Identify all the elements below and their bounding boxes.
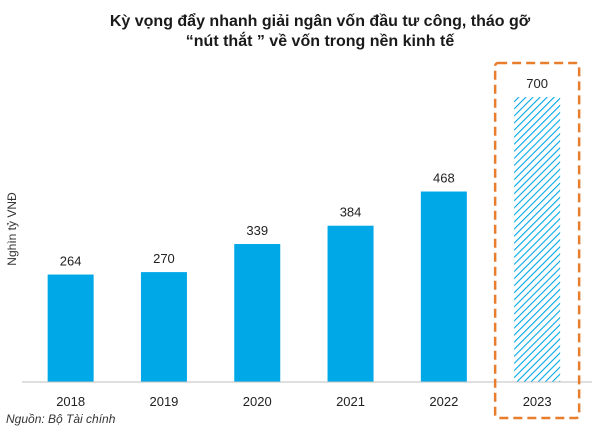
bar-2021 bbox=[327, 225, 374, 382]
x-tick-label-2018: 2018 bbox=[56, 394, 85, 409]
source-note: Nguồn: Bộ Tài chính bbox=[6, 412, 116, 426]
data-label-2021: 384 bbox=[340, 205, 362, 220]
x-tick-label-2022: 2022 bbox=[429, 394, 458, 409]
bar-2018 bbox=[47, 274, 94, 382]
chart-title: Kỳ vọng đẩy nhanh giải ngân vốn đầu tư c… bbox=[60, 12, 580, 52]
x-tick-label-2019: 2019 bbox=[149, 394, 178, 409]
chart-title-line-2: “nút thắt ” về vốn trong nền kinh tế bbox=[185, 33, 455, 50]
data-label-2019: 270 bbox=[153, 251, 175, 266]
highlight-box-2023 bbox=[493, 61, 581, 420]
bar-2019 bbox=[140, 272, 187, 382]
data-label-2023: 700 bbox=[526, 76, 548, 91]
data-label-2018: 264 bbox=[60, 254, 82, 269]
bar-2020 bbox=[234, 244, 281, 382]
x-tick-label-2023: 2023 bbox=[523, 394, 552, 409]
bar-2023 bbox=[514, 97, 561, 382]
x-tick-label-2020: 2020 bbox=[243, 394, 272, 409]
bars-group bbox=[47, 97, 561, 382]
x-tick-label-2021: 2021 bbox=[336, 394, 365, 409]
chart-title-line-1: Kỳ vọng đẩy nhanh giải ngân vốn đầu tư c… bbox=[109, 13, 531, 30]
data-label-2020: 339 bbox=[246, 223, 268, 238]
labels-group: 264 2018 270 2019 339 2020 384 2021 468 2022 700 20… bbox=[56, 61, 581, 420]
data-label-2022: 468 bbox=[433, 171, 455, 186]
bar-2022 bbox=[420, 191, 467, 382]
